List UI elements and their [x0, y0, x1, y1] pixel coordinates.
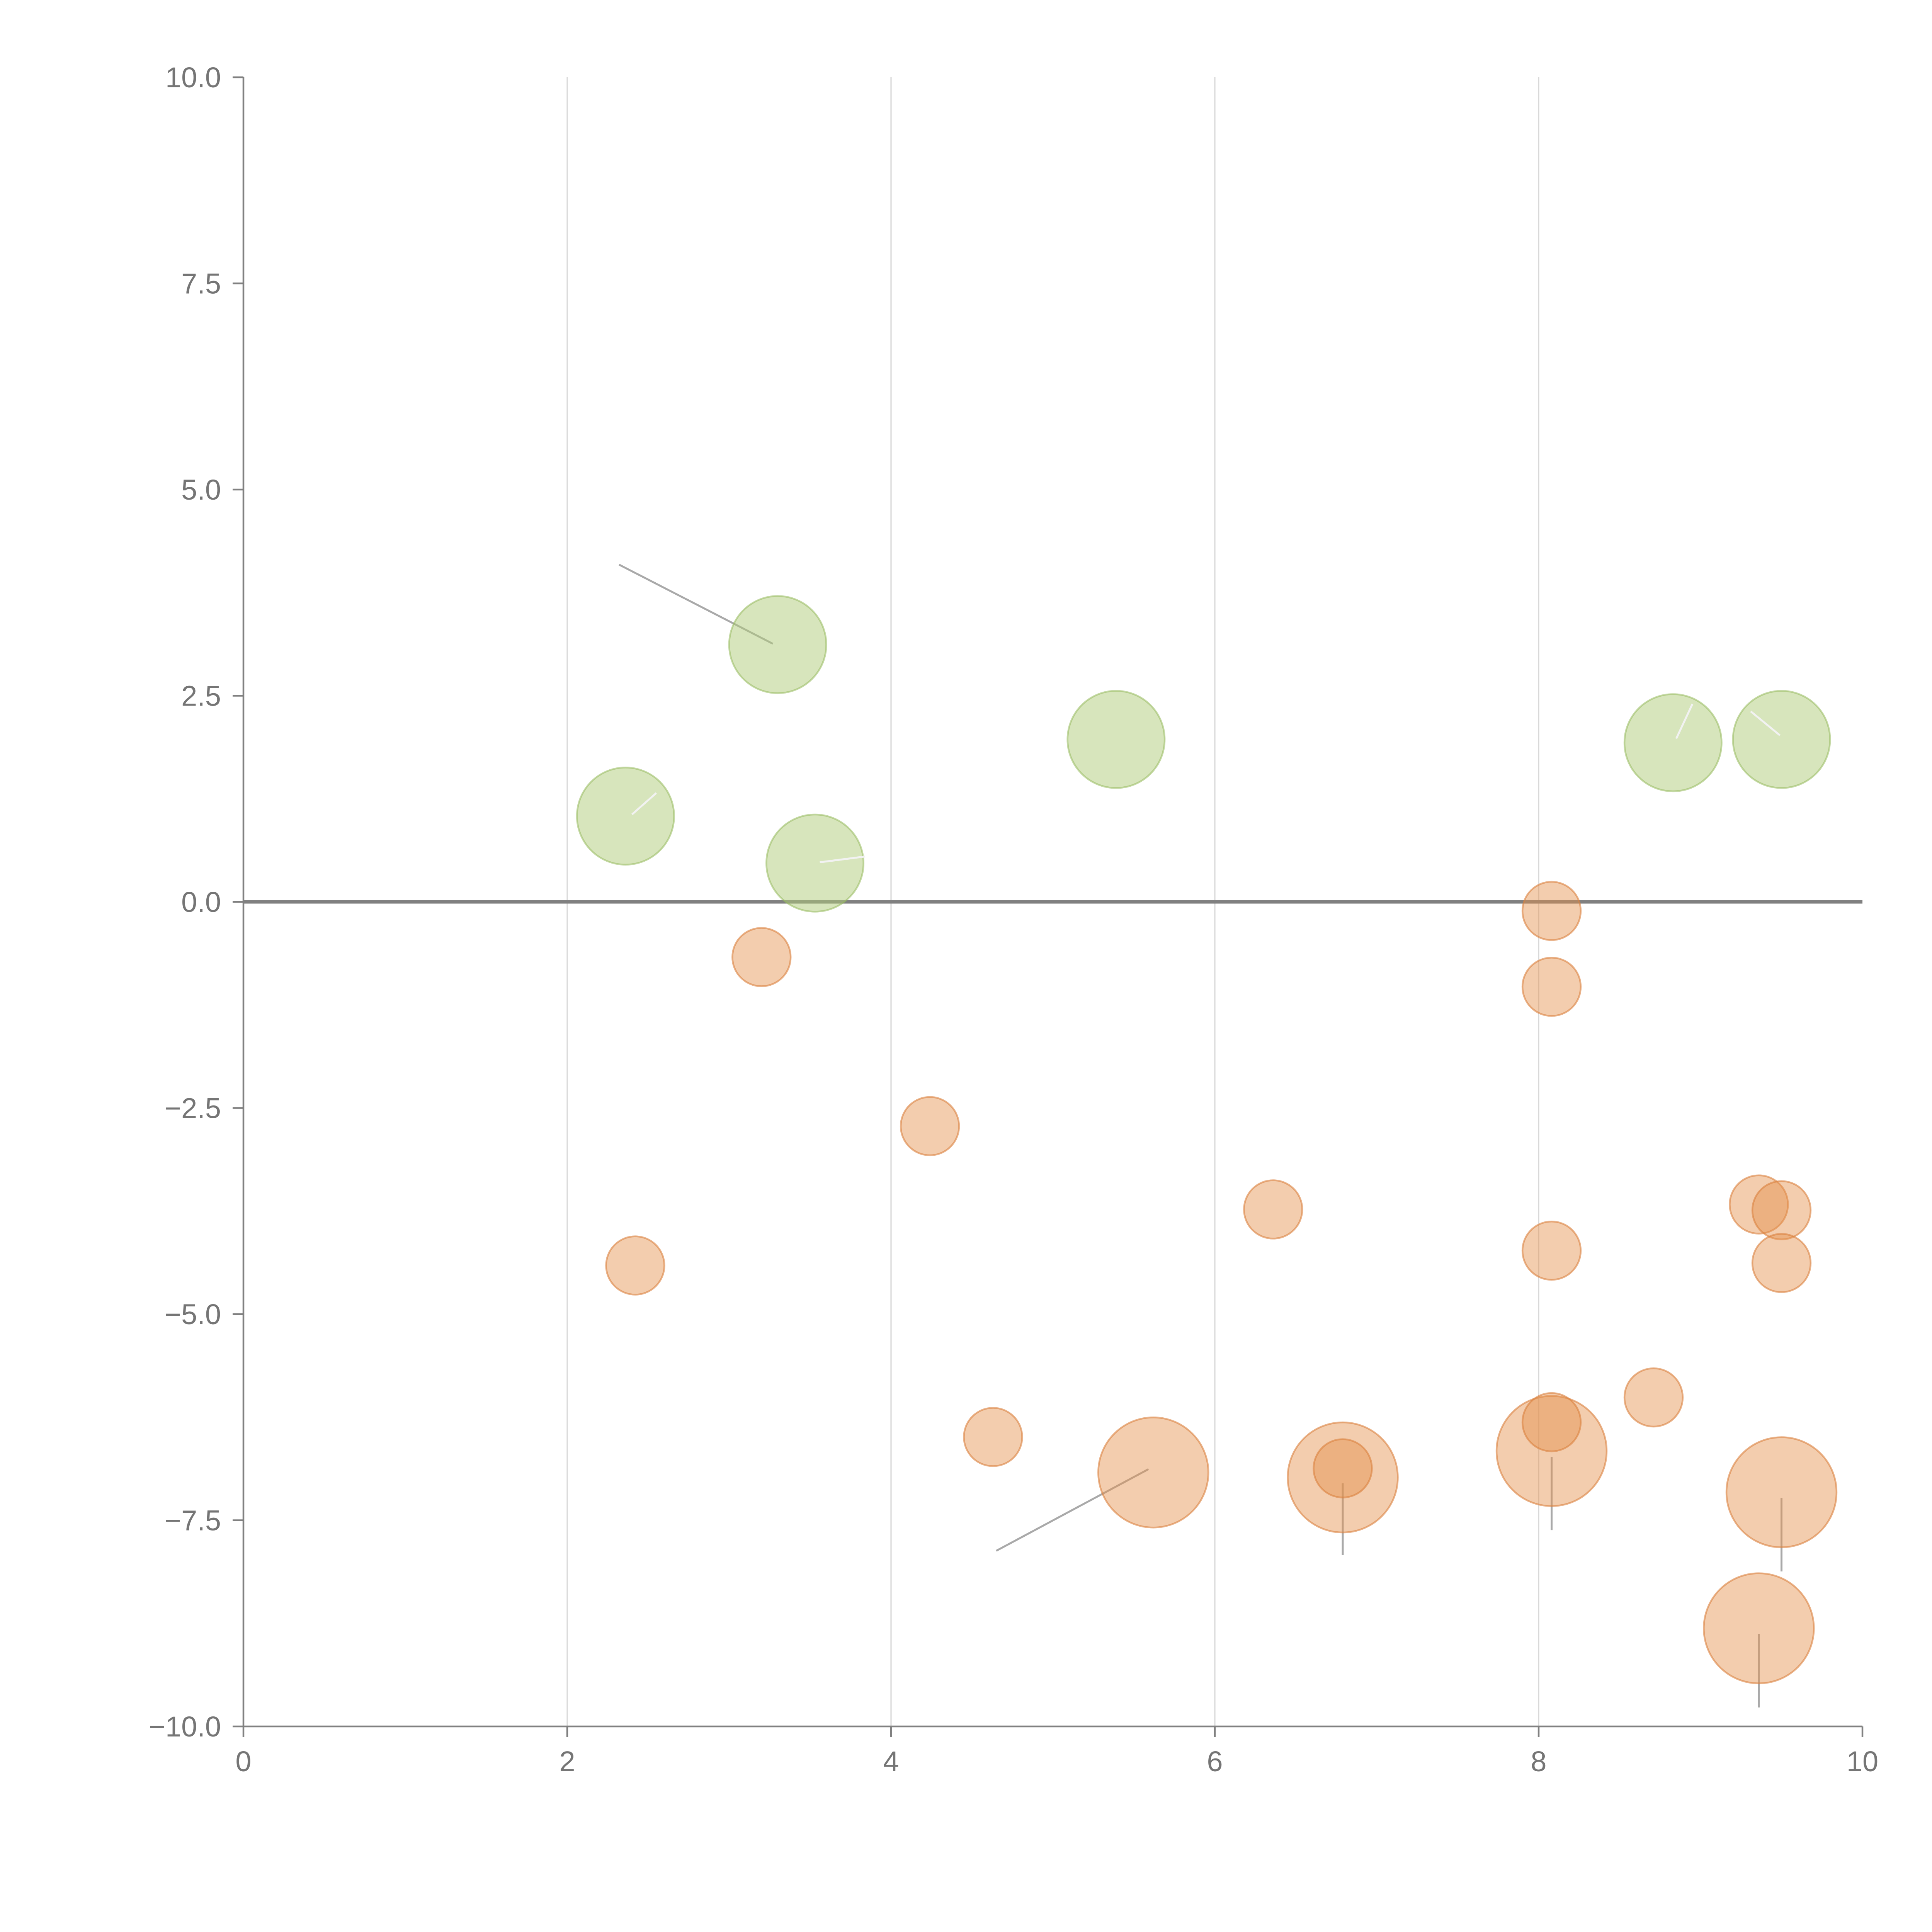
y-tick-label: −5.0: [165, 1298, 221, 1330]
negative-data-point: [731, 927, 792, 987]
negative-data-point: [1097, 1417, 1209, 1529]
y-tick-label: 10.0: [165, 61, 221, 94]
negative-data-point: [1623, 1367, 1684, 1428]
positive-data-point: [728, 595, 827, 694]
negative-data-point: [1751, 1233, 1812, 1293]
positive-data-point: [1732, 690, 1831, 789]
positive-data-point: [1623, 693, 1723, 793]
x-tick-label: 10: [1847, 1745, 1878, 1777]
positive-data-point: [765, 813, 865, 913]
negative-data-point: [1521, 1392, 1582, 1452]
y-tick-label: −2.5: [165, 1092, 221, 1124]
leader-line: [1750, 711, 1781, 736]
negative-data-point: [1521, 881, 1582, 941]
negative-data-point: [1521, 957, 1582, 1017]
leader-line: [996, 1468, 1149, 1552]
negative-data-point: [1313, 1438, 1373, 1498]
y-tick-label: −10.0: [149, 1711, 221, 1743]
x-tick-label: 2: [559, 1745, 575, 1777]
y-tick-label: 5.0: [181, 474, 221, 506]
x-tick-label: 6: [1207, 1745, 1223, 1777]
x-tick-label: 0: [235, 1745, 251, 1777]
negative-data-point: [900, 1096, 960, 1156]
y-tick-label: −7.5: [165, 1505, 221, 1537]
axes: [233, 76, 1864, 1737]
negative-data-point: [963, 1407, 1023, 1467]
data-points: [576, 595, 1838, 1684]
negative-data-point: [605, 1235, 665, 1296]
tick-labels: 0 2 4 6 8 10 10.0 7.5 5.0 2.5 0.0 −2.5 −5.0 −7.5 −10.0: [149, 61, 1878, 1777]
leader-line: [1675, 703, 1694, 739]
negative-data-point: [1243, 1179, 1303, 1240]
y-tick-label: 0.0: [181, 886, 221, 918]
negative-data-point: [1751, 1180, 1812, 1240]
x-tick-label: 4: [883, 1745, 899, 1777]
negative-data-point: [1703, 1572, 1815, 1684]
leader-line: [631, 792, 657, 815]
y-tick-label: 2.5: [181, 680, 221, 712]
leader-line: [820, 855, 866, 864]
x-tick-label: 8: [1531, 1745, 1546, 1777]
leader-lines: [618, 563, 1782, 1708]
negative-data-point: [1729, 1174, 1789, 1235]
y-tick-label: 7.5: [181, 268, 221, 300]
positive-data-point: [1066, 690, 1166, 789]
negative-data-point: [1725, 1436, 1838, 1548]
negative-data-point: [1521, 1221, 1582, 1281]
negative-data-point: [1287, 1421, 1399, 1534]
positive-data-point: [576, 767, 675, 866]
